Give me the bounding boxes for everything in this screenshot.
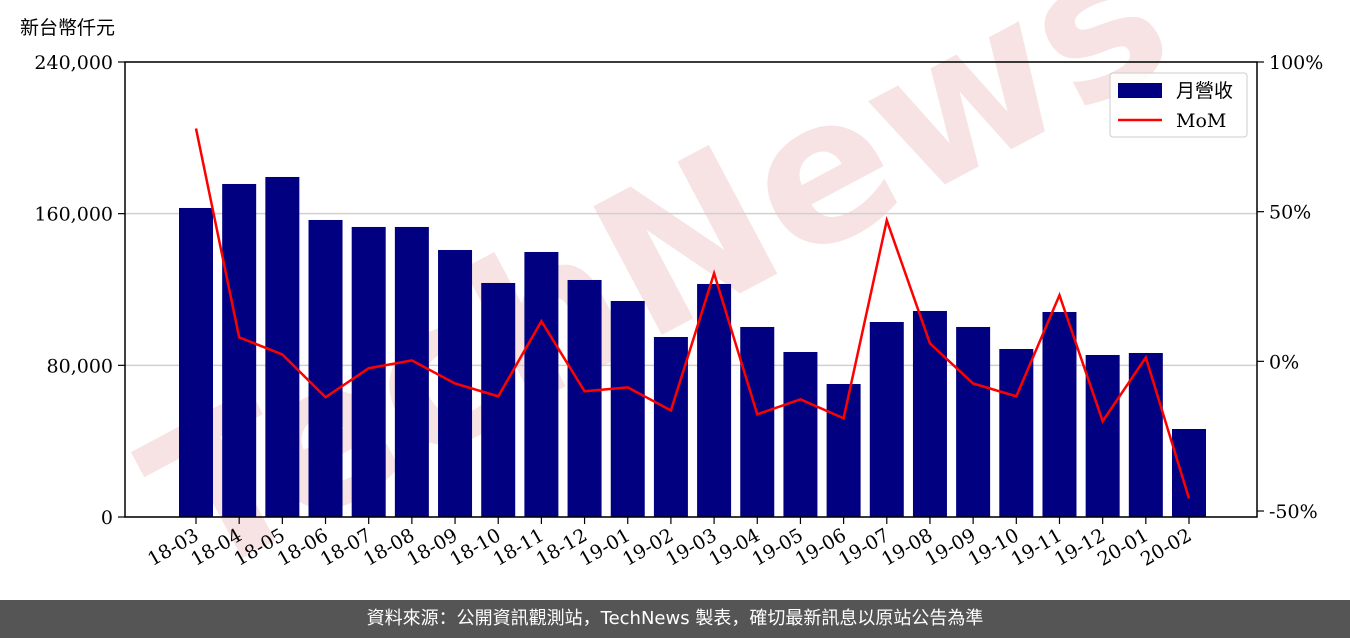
bar <box>222 183 257 518</box>
plot-frame <box>124 61 1258 518</box>
y-tick-label: 80,000 <box>47 355 113 377</box>
line <box>194 128 1191 499</box>
bar <box>912 310 947 517</box>
y2-tick-label: 0% <box>1269 351 1299 373</box>
y2-tick-label: 50% <box>1269 202 1311 224</box>
y2-tick-label: 100% <box>1269 52 1323 74</box>
bar <box>610 300 645 517</box>
footer: 資料來源：公開資訊觀測站，TechNews 製表，確切最新訊息以原站公告為準 <box>0 600 1350 638</box>
bar <box>1085 354 1120 517</box>
bar <box>869 321 904 517</box>
bar <box>826 383 861 517</box>
y-tick-label: 0 <box>101 507 113 529</box>
bar <box>179 207 213 517</box>
bar <box>567 279 602 517</box>
bar <box>956 326 991 517</box>
legend-label: 月營收 <box>1176 80 1233 102</box>
x-tick-label: 20-02 <box>1137 524 1195 570</box>
bar <box>1128 352 1163 517</box>
unit-label: 新台幣仟元 <box>20 17 115 39</box>
legend-label: MoM <box>1176 110 1226 132</box>
bar <box>653 336 688 517</box>
bar <box>308 219 343 517</box>
bar <box>697 283 732 517</box>
bar <box>1172 428 1206 517</box>
bar <box>481 282 516 517</box>
y2-tick-label: -50% <box>1269 501 1318 523</box>
bar <box>740 326 775 517</box>
bar <box>351 226 386 518</box>
bar <box>999 348 1034 517</box>
bar <box>524 251 559 518</box>
bar <box>265 176 300 517</box>
y-tick-label: 240,000 <box>34 52 113 74</box>
bar <box>1042 311 1077 517</box>
bar <box>783 351 818 517</box>
y-tick-label: 160,000 <box>34 204 113 226</box>
legend-swatch <box>1118 83 1162 98</box>
chart: TechNews 新台幣仟元 080,000160,000240,000-50%… <box>20 0 1323 624</box>
bar <box>394 226 429 518</box>
